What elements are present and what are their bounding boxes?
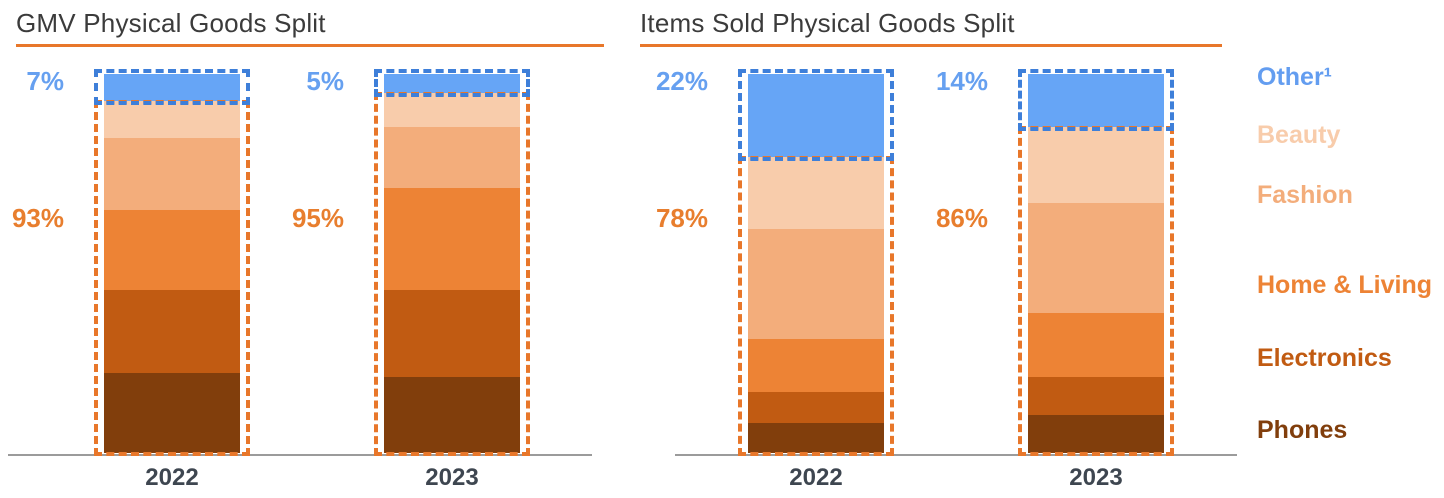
bar-segment-home-living bbox=[104, 210, 240, 290]
bar-segment-other bbox=[1028, 74, 1164, 128]
other-pct-label: 14% bbox=[935, 66, 988, 96]
bar-segment-electronics bbox=[748, 392, 884, 423]
physical-goods-highlight-box bbox=[94, 99, 250, 456]
chart-title-gmv: GMV Physical Goods Split bbox=[16, 8, 326, 38]
physical-goods-highlight-box bbox=[374, 91, 530, 456]
physical-goods-pct-label: 78% bbox=[655, 203, 708, 233]
bar-segment-home-living bbox=[384, 187, 520, 290]
other-highlight-box bbox=[738, 69, 894, 162]
bar-segment-other bbox=[104, 74, 240, 101]
x-axis-label-2022: 2022 bbox=[789, 464, 843, 491]
bar-segment-beauty bbox=[384, 92, 520, 128]
bar-segment-phones bbox=[1028, 415, 1164, 453]
bar-segment-phones bbox=[104, 373, 240, 453]
bar-segment-fashion bbox=[384, 127, 520, 188]
bar-segment-fashion bbox=[104, 138, 240, 211]
physical-goods-highlight-box bbox=[738, 156, 894, 456]
legend-item-phones: Phones bbox=[1257, 416, 1348, 444]
legend-item-other: Other¹ bbox=[1257, 63, 1332, 91]
other-pct-label: 7% bbox=[26, 66, 64, 96]
stacked-bar-gmv-physical-goods-split-2022 bbox=[104, 74, 240, 453]
physical-goods-pct-label: 93% bbox=[11, 203, 64, 233]
chart-title-items-sold: Items Sold Physical Goods Split bbox=[640, 8, 1015, 38]
physical-goods-pct-label: 95% bbox=[291, 203, 344, 233]
bar-segment-other bbox=[384, 74, 520, 93]
bar-segment-electronics bbox=[104, 289, 240, 374]
bar-segment-phones bbox=[384, 377, 520, 453]
other-highlight-box bbox=[374, 69, 530, 97]
chart-title-underline-items-sold bbox=[640, 44, 1222, 47]
bar-segment-home-living bbox=[748, 339, 884, 393]
legend-item-home-living: Home & Living bbox=[1257, 271, 1433, 299]
other-pct-label: 5% bbox=[306, 66, 344, 96]
x-axis-line-gmv bbox=[8, 454, 592, 456]
x-axis-line-items-sold bbox=[675, 454, 1237, 456]
physical-goods-highlight-box bbox=[1018, 126, 1174, 456]
x-axis-label-2023: 2023 bbox=[1069, 464, 1123, 491]
chart-title-underline-gmv bbox=[16, 44, 604, 47]
legend-item-electronics: Electronics bbox=[1257, 344, 1392, 372]
bar-segment-electronics bbox=[384, 290, 520, 378]
x-axis-label-2023: 2023 bbox=[425, 464, 479, 491]
x-axis-label-2022: 2022 bbox=[145, 464, 199, 491]
bar-segment-beauty bbox=[1028, 127, 1164, 203]
bar-segment-phones bbox=[748, 422, 884, 453]
bar-segment-beauty bbox=[748, 157, 884, 230]
stacked-bar-gmv-physical-goods-split-2023 bbox=[384, 74, 520, 453]
bar-segment-fashion bbox=[748, 229, 884, 340]
other-highlight-box bbox=[94, 69, 250, 105]
bar-segment-home-living bbox=[1028, 312, 1164, 378]
bar-segment-electronics bbox=[1028, 377, 1164, 416]
bar-segment-fashion bbox=[1028, 202, 1164, 313]
bar-segment-beauty bbox=[104, 100, 240, 139]
legend-item-beauty: Beauty bbox=[1257, 121, 1341, 149]
stacked-bar-items-sold-physical-goods-split-2022 bbox=[748, 74, 884, 453]
legend-item-fashion: Fashion bbox=[1257, 181, 1353, 209]
bar-segment-other bbox=[748, 74, 884, 158]
physical-goods-pct-label: 86% bbox=[935, 203, 988, 233]
other-pct-label: 22% bbox=[655, 66, 708, 96]
stacked-bar-items-sold-physical-goods-split-2023 bbox=[1028, 74, 1164, 453]
other-highlight-box bbox=[1018, 69, 1174, 132]
